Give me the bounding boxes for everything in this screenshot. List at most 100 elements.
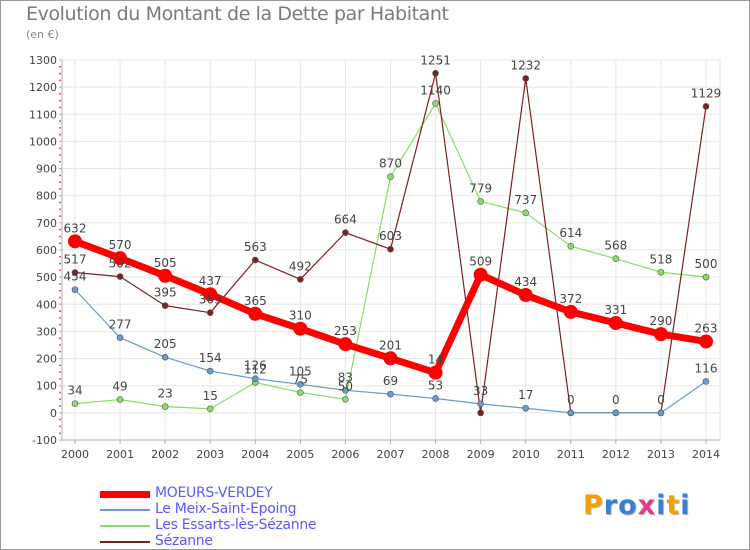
point-les-essarts-l-s-s-zanne <box>342 395 349 403</box>
y-tick-label: 600 <box>36 244 57 257</box>
point-les-essarts-l-s-s-zanne <box>387 173 394 181</box>
data-label-le-meix-saint-epoing: 205 <box>154 337 177 351</box>
y-tick-label: 900 <box>36 163 57 176</box>
data-label-s-zanne: 563 <box>244 240 267 254</box>
y-minor-tick <box>59 391 61 394</box>
y-minor-tick <box>59 405 61 407</box>
chart-unit: (en €) <box>26 28 59 41</box>
data-label-le-meix-saint-epoing: 154 <box>199 351 222 365</box>
data-label-le-meix-saint-epoing: 454 <box>64 270 87 284</box>
data-label-les-essarts-l-s-s-zanne: 500 <box>695 257 718 271</box>
data-label-le-meix-saint-epoing: 83 <box>338 370 353 384</box>
data-label-s-zanne: 1251 <box>420 53 451 67</box>
y-minor-tick <box>59 418 61 421</box>
point-s-zanne <box>387 245 394 253</box>
point-moeurs-verdey <box>428 365 443 380</box>
y-minor-tick <box>59 99 61 102</box>
point-le-meix-saint-epoing <box>477 400 484 408</box>
point-les-essarts-l-s-s-zanne <box>567 242 575 250</box>
y-minor-tick <box>59 242 61 245</box>
y-tick-label: 200 <box>36 353 57 366</box>
data-label-moeurs-verdey: 310 <box>289 309 312 323</box>
y-minor-tick <box>59 154 61 156</box>
point-les-essarts-l-s-s-zanne <box>432 100 439 107</box>
point-s-zanne <box>116 273 124 280</box>
x-tick-label: 2012 <box>602 448 630 461</box>
data-label-s-zanne: 502 <box>109 257 132 271</box>
y-tick-label: 100 <box>36 380 57 393</box>
data-label-moeurs-verdey: 434 <box>514 275 537 289</box>
y-minor-tick <box>59 228 61 231</box>
data-label-le-meix-saint-epoing: 0 <box>567 393 575 407</box>
y-minor-tick <box>59 289 61 292</box>
point-moeurs-verdey <box>248 306 263 321</box>
legend-label: MOEURS-VERDEY <box>155 485 273 501</box>
point-moeurs-verdey <box>518 288 533 303</box>
x-tick-label: 2013 <box>647 448 675 461</box>
y-tick-label: -100 <box>32 434 57 447</box>
y-minor-tick <box>59 215 61 217</box>
data-label-s-zanne: 664 <box>334 213 357 227</box>
y-minor-tick <box>59 181 61 184</box>
y-tick-label: 1000 <box>29 135 57 148</box>
data-label-les-essarts-l-s-s-zanne: 568 <box>604 239 627 253</box>
data-label-s-zanne: 492 <box>289 259 312 273</box>
point-le-meix-saint-epoing <box>567 409 575 417</box>
x-tick-label: 2007 <box>377 448 405 461</box>
point-moeurs-verdey <box>473 267 488 282</box>
point-s-zanne <box>342 229 349 236</box>
data-label-moeurs-verdey: 632 <box>64 221 87 235</box>
data-label-s-zanne: 1129 <box>691 86 722 100</box>
data-label-moeurs-verdey: 437 <box>199 274 222 288</box>
data-label-moeurs-verdey: 253 <box>334 324 357 338</box>
y-minor-tick <box>59 126 61 129</box>
legend-label: Les Essarts-lès-Sézanne <box>155 517 317 533</box>
y-tick-label: 400 <box>36 298 57 311</box>
point-le-meix-saint-epoing <box>657 409 665 417</box>
point-s-zanne <box>522 75 530 82</box>
point-les-essarts-l-s-s-zanne <box>522 209 530 217</box>
point-moeurs-verdey <box>563 304 578 319</box>
y-minor-tick <box>59 269 61 272</box>
point-le-meix-saint-epoing <box>206 367 214 375</box>
data-label-moeurs-verdey: 263 <box>695 321 718 335</box>
x-tick-label: 2004 <box>241 448 269 461</box>
y-minor-tick <box>59 432 61 435</box>
x-tick-label: 2003 <box>196 448 224 461</box>
x-tick-label: 2010 <box>512 448 540 461</box>
y-minor-tick <box>59 255 61 258</box>
point-moeurs-verdey <box>158 268 173 283</box>
point-s-zanne <box>71 269 79 276</box>
y-minor-tick <box>59 364 61 367</box>
y-minor-tick <box>59 188 61 190</box>
series-group <box>68 70 713 417</box>
point-le-meix-saint-epoing <box>522 404 530 412</box>
point-le-meix-saint-epoing <box>297 381 304 388</box>
point-s-zanne <box>251 256 259 264</box>
data-label-moeurs-verdey: 14 <box>428 353 443 367</box>
data-label-les-essarts-l-s-s-zanne: 50 <box>338 379 353 393</box>
y-tick-label: 800 <box>36 190 57 203</box>
data-label-le-meix-saint-epoing: 116 <box>695 361 718 375</box>
data-label-s-zanne: 603 <box>379 229 402 243</box>
data-label-les-essarts-l-s-s-zanne: 779 <box>469 181 492 195</box>
point-s-zanne <box>702 103 710 110</box>
x-tick-label: 2014 <box>692 448 720 461</box>
legend-label: Sézanne <box>155 533 213 549</box>
y-minor-tick <box>59 371 61 374</box>
data-label-le-meix-saint-epoing: 33 <box>473 384 488 398</box>
point-le-meix-saint-epoing <box>161 353 169 361</box>
data-label-le-meix-saint-epoing: 0 <box>612 393 620 407</box>
y-minor-tick <box>59 350 61 353</box>
x-tick-label: 2008 <box>422 448 450 461</box>
y-tick-label: 1200 <box>29 81 57 94</box>
point-s-zanne <box>297 276 304 283</box>
data-label-moeurs-verdey: 505 <box>154 256 177 270</box>
y-minor-tick <box>59 296 61 299</box>
x-tick-label: 2005 <box>286 448 314 461</box>
point-les-essarts-l-s-s-zanne <box>71 400 79 407</box>
point-le-meix-saint-epoing <box>432 395 439 402</box>
y-minor-tick <box>59 160 61 163</box>
